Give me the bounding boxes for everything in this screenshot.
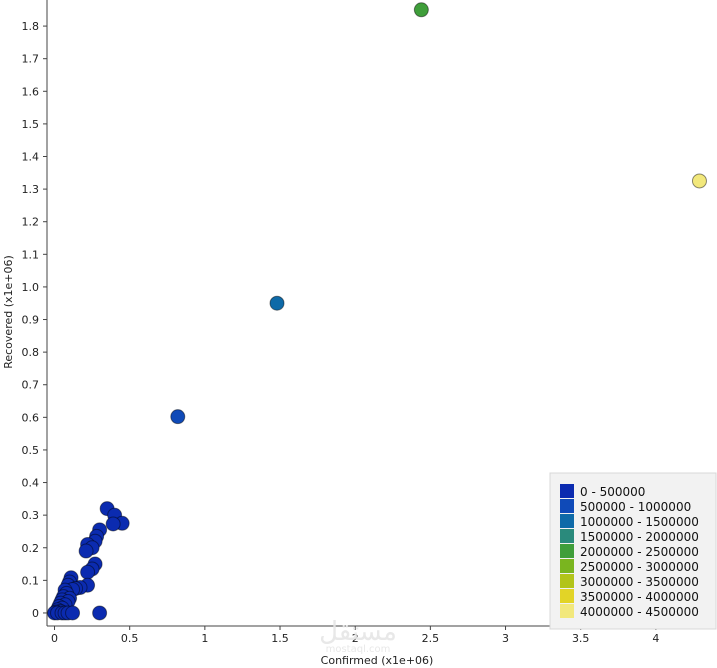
- y-tick-label: 0.6: [22, 411, 40, 424]
- data-point: [80, 564, 96, 580]
- legend-label: 2000000 - 2500000: [580, 545, 699, 559]
- watermark-logo: مستقل: [319, 617, 397, 647]
- legend-swatch: [560, 604, 574, 618]
- legend-box: [549, 472, 717, 630]
- x-tick-label: 3: [502, 632, 509, 645]
- watermark-site: mostaql.com: [326, 644, 391, 655]
- x-tick-label: 1.5: [271, 632, 289, 645]
- x-tick-label: 0.5: [121, 632, 139, 645]
- x-tick-label: 1: [201, 632, 208, 645]
- y-tick-label: 1.7: [22, 53, 40, 66]
- watermark: مستقل mostaql.com: [319, 617, 397, 655]
- data-point: [691, 173, 707, 189]
- x-tick-label: 2: [352, 632, 359, 645]
- y-tick-label: 1.5: [22, 118, 40, 131]
- y-tick-label: 1.2: [22, 216, 40, 229]
- data-point: [65, 605, 81, 621]
- y-tick-label: 1.3: [22, 183, 40, 196]
- y-tick-label: 1.1: [22, 248, 40, 261]
- x-tick-label: 4: [652, 632, 659, 645]
- legend-swatch: [560, 499, 574, 513]
- legend-label: 1000000 - 1500000: [580, 515, 699, 529]
- data-point: [269, 295, 285, 311]
- x-tick-label: 2.5: [422, 632, 440, 645]
- y-tick-label: 0.5: [22, 444, 40, 457]
- y-tick-label: 0.1: [22, 574, 40, 587]
- x-tick-label: 0: [51, 632, 58, 645]
- legend-label: 4000000 - 4500000: [580, 605, 699, 619]
- y-axis-label: Recovered (x1e+06): [2, 255, 15, 369]
- legend-swatch: [560, 484, 574, 498]
- x-axis-label: Confirmed (x1e+06): [321, 654, 434, 667]
- legend-swatch: [560, 559, 574, 573]
- y-tick-label: 1.0: [22, 281, 40, 294]
- y-tick-label: 0.3: [22, 509, 40, 522]
- legend-label: 3000000 - 3500000: [580, 575, 699, 589]
- legend-label: 500000 - 1000000: [580, 500, 691, 514]
- y-ticks: 0 0.1 0.2 0.3 0.4 0.5 0.6 0.7 0.8 0.9 1.0 1.1 1.2 1.3…: [22, 20, 47, 620]
- data-point: [78, 543, 94, 559]
- y-tick-label: 0.7: [22, 379, 40, 392]
- x-tick-label: 3.5: [572, 632, 590, 645]
- y-tick-label: 1.4: [22, 151, 40, 164]
- x-ticks: 0 0.5 1 1.5 2 2.5 3 3.5 4: [51, 626, 659, 645]
- data-point: [413, 2, 429, 18]
- data-point: [105, 516, 121, 532]
- legend-label: 3500000 - 4000000: [580, 590, 699, 604]
- data-point: [92, 605, 108, 621]
- data-point: [170, 409, 186, 425]
- y-tick-label: 1.8: [22, 20, 40, 33]
- legend-swatch: [560, 529, 574, 543]
- legend-label: 0 - 500000: [580, 485, 645, 499]
- data-points: [47, 2, 707, 621]
- y-tick-label: 0.8: [22, 346, 40, 359]
- y-tick-label: 1.6: [22, 85, 40, 98]
- legend-label: 2500000 - 3000000: [580, 560, 699, 574]
- legend-swatch: [560, 574, 574, 588]
- legend-swatch: [560, 544, 574, 558]
- y-tick-label: 0.4: [22, 477, 40, 490]
- legend-swatch: [560, 514, 574, 528]
- legend-label: 1500000 - 2000000: [580, 530, 699, 544]
- y-tick-label: 0.9: [22, 314, 40, 327]
- y-tick-label: 0.2: [22, 542, 40, 555]
- y-tick-label: 0: [32, 607, 39, 620]
- legend-swatch: [560, 589, 574, 603]
